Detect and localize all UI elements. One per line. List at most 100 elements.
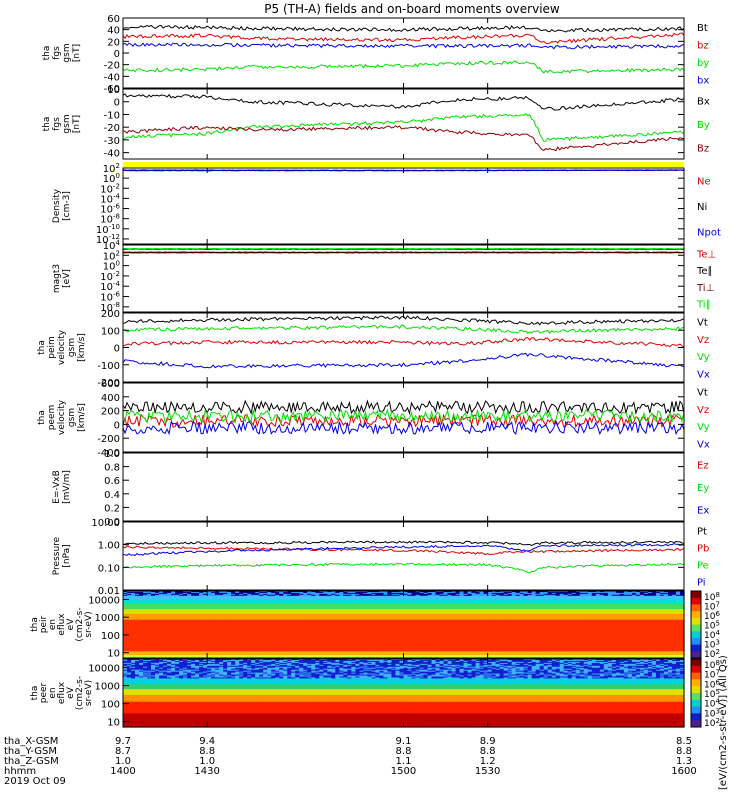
panel-ylabel-line: E=-VxB — [52, 470, 62, 504]
panel-frame — [123, 453, 684, 521]
legend-entry: Vz — [697, 405, 709, 416]
legend-entry: Te∥ — [696, 266, 713, 277]
panel-ylabel-line: [km/s] — [77, 333, 87, 362]
legend-entry: by — [697, 58, 709, 69]
panel-ylabel-line: [nPa] — [62, 544, 72, 567]
panel-ylabel-line: sr-eV) — [84, 611, 94, 637]
legend-entry: Vt — [697, 318, 708, 329]
series-line — [123, 541, 684, 545]
y-tick-label: 0.6 — [104, 476, 120, 487]
y-tick-label: -40 — [104, 72, 120, 83]
figure-title: P5 (TH-A) fields and on-board moments ov… — [264, 2, 560, 16]
legend-entry: Pi — [697, 578, 706, 589]
legend-entry: Ex — [697, 506, 709, 517]
y-tick-label: 200 — [101, 309, 120, 320]
y-tick-label: 600 — [101, 379, 120, 390]
legend-entry: Pe — [697, 561, 709, 572]
y-tick-label: -100 — [97, 361, 120, 372]
series-line — [123, 401, 684, 413]
panel-ylabel-line: tha — [37, 340, 47, 355]
y-tick-label: 0.2 — [104, 503, 120, 514]
y-tick-label: 0.8 — [104, 463, 120, 474]
y-tick-label: 1.0 — [104, 449, 120, 460]
legend-entry: Vx — [697, 369, 710, 380]
panel-frame — [123, 168, 684, 244]
legend-entry: Ey — [697, 483, 709, 494]
series-line — [123, 338, 684, 348]
series-line — [123, 422, 684, 434]
legend-entry: Vy — [697, 422, 710, 433]
panel-frame — [123, 522, 684, 590]
legend-entry: Ne — [697, 177, 711, 188]
panel-ylabel-line: gsm — [62, 114, 72, 133]
panels: tha fgs gsm [nT]6040200-20-40-60Btbzbybxtha… — [30, 14, 721, 729]
legend-entry: Pt — [697, 527, 707, 538]
legend-entry: Bt — [697, 23, 708, 34]
panel-frame — [123, 313, 684, 382]
legend-entry: Te⊥ — [696, 249, 716, 260]
series-line — [123, 325, 684, 333]
legend-entry: Vz — [697, 335, 709, 346]
panel-ylabel-line: fgs — [52, 117, 62, 131]
panel-ylabel-line: tha — [42, 117, 52, 132]
panel-ylabel-line: fgs — [52, 46, 62, 60]
y-tick-label: 100 — [101, 326, 120, 337]
y-tick-label: 1.00 — [98, 541, 120, 552]
y-tick-label: 400 — [101, 393, 120, 404]
y-tick-label: -20 — [104, 61, 120, 72]
y-tick-label: -40 — [104, 149, 120, 160]
series-line — [123, 33, 684, 44]
panel-ylabel-line: tha — [37, 410, 47, 425]
panel-3: magt3 [eV]10410210010-210-410-610-8Te⊥Te∥… — [52, 239, 716, 314]
panel-ylabel-line: Pressure — [52, 536, 62, 575]
legend-entry: bz — [697, 40, 709, 51]
series-line — [123, 114, 684, 142]
panel-ylabel-line: [nT] — [72, 44, 82, 62]
y-tick-label: 0 — [114, 420, 120, 431]
series-line — [123, 43, 684, 49]
legend-entry: Bx — [697, 97, 710, 108]
panel-ylabel-line: velocity — [57, 399, 67, 435]
y-tick-label: 0 — [114, 98, 120, 109]
series-line — [123, 353, 684, 367]
series-line — [123, 126, 684, 151]
panel-ylabel-line: magt3 — [52, 264, 62, 293]
y-tick-label: -10 — [104, 110, 120, 121]
panel-ylabel-line: tha — [42, 46, 52, 61]
legend-entry: Vt — [697, 388, 708, 399]
panel-2: Density [cm-3]10210010-210-410-610-810-10… — [52, 162, 721, 246]
legend-entry: Ez — [697, 460, 709, 471]
y-tick-label: -200 — [97, 434, 120, 445]
panel-ylabel-line: Density — [52, 188, 62, 223]
panel-ylabel-line: [km/s] — [77, 403, 87, 432]
panel-8: tha peir en eflux eV (cm2-s-sr-eV)10000100010… — [30, 591, 720, 660]
legend-entry: bx — [697, 75, 709, 86]
y-tick-label: 0.10 — [98, 563, 120, 574]
legend-entry: Bz — [697, 143, 709, 154]
y-tick-label: 0 — [114, 344, 120, 355]
panel-ylabel-line: peim — [47, 336, 57, 359]
panel-frame — [123, 89, 684, 159]
panel-ylabel-line: gsm — [67, 338, 77, 357]
legend-entry: Vy — [697, 352, 710, 363]
y-tick-label: 200 — [101, 407, 120, 418]
y-tick-label: 60 — [107, 14, 120, 25]
legend-entry: Npot — [697, 227, 721, 238]
series-line — [123, 26, 684, 33]
y-tick-label: -20 — [104, 123, 120, 134]
panel-5: tha peem velocity gsm [km/s]6004002000-200-4… — [37, 379, 710, 459]
y-tick-label: 20 — [107, 37, 120, 48]
y-tick-label: 0.4 — [104, 490, 120, 501]
panel-ylabel-line: [eV] — [62, 269, 72, 288]
panel-ylabel-line: [cm-3] — [62, 191, 72, 221]
legend-entry: Vx — [697, 439, 710, 450]
series-line — [123, 61, 684, 73]
series-line — [123, 563, 684, 573]
legend-entry: By — [697, 120, 710, 131]
y-tick-label: 40 — [107, 26, 120, 37]
panel-frame — [123, 245, 684, 312]
legend-entry: Ti∥ — [696, 300, 711, 311]
